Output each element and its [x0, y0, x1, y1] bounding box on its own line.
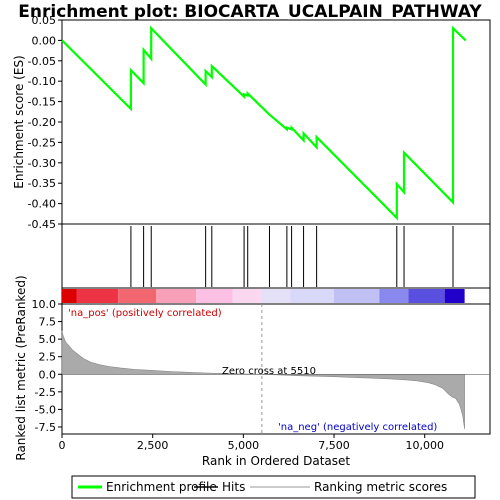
es-y-tick-label: -0.45 [28, 218, 56, 231]
es-y-tick-label: -0.25 [28, 136, 56, 149]
ranking-metric-layer [61, 304, 490, 434]
enrichment-score-panel: 0.05 0.00 -0.05 -0.10 -0.15 -0.20 -0.25 -0.30 -0… [12, 14, 491, 231]
positive-correlation-label: 'na_pos' (positively correlated) [68, 308, 222, 319]
color-bar-segment [156, 289, 197, 303]
legend-label: Enrichment profile [106, 480, 217, 494]
metric-y-tick-label: 5.0 [39, 333, 57, 346]
metric-y-tick-label: 7.5 [39, 316, 57, 329]
color-bar-segment [290, 289, 335, 303]
color-bar-segment [76, 289, 119, 303]
color-bar-segment [334, 289, 380, 303]
metric-axis-label: Ranked list metric (PreRanked) [14, 275, 28, 460]
rank-axis-label: Rank in Ordered Dataset [202, 454, 350, 468]
es-y-tick-label: -0.40 [28, 198, 56, 211]
hits-layer [130, 226, 454, 287]
legend-items: Enrichment profile Hits Ranking metric sco… [78, 480, 447, 494]
es-y-tick-label: -0.35 [28, 177, 56, 190]
color-bar-segment [62, 289, 77, 303]
es-y-tick-label: -0.30 [28, 157, 56, 170]
legend-label: Hits [222, 480, 245, 494]
es-y-tick-label: -0.05 [28, 55, 56, 68]
es-y-tick-label: 0.05 [32, 14, 57, 27]
metric-y-tick-label: -2.5 [35, 386, 56, 399]
enrichment-profile-layer [61, 25, 467, 221]
rank-x-tick-label: 0 [59, 439, 66, 452]
top-panel-frame [61, 19, 491, 225]
color-bar-segments [62, 289, 465, 303]
color-bar-segment [196, 289, 233, 303]
rank-x-tick-label: 10,000 [405, 439, 444, 452]
rank-x-tick-label: 5,000 [228, 439, 260, 452]
hits-panel [61, 223, 491, 289]
es-y-tick-label: -0.10 [28, 75, 56, 88]
rank-x-ticks: 0 2,500 5,000 7,500 10,000 [59, 434, 444, 452]
color-bar-segment [261, 289, 291, 303]
legend: Enrichment profile Hits Ranking metric sco… [71, 475, 476, 499]
ranked-metric-panel: 10.0 7.5 5.0 2.5 0.0 -2.5 -5.0 -7.5 0 2,500 5,000… [14, 275, 491, 468]
enrichment-profile-line [61, 25, 467, 221]
negative-correlation-label: 'na_neg' (negatively correlated) [278, 422, 437, 433]
rank-x-tick-label: 7,500 [318, 439, 350, 452]
chart-title: Enrichment plot: BIOCARTA_UCALPAIN_PATHW… [18, 2, 482, 22]
legend-label: Ranking metric scores [314, 480, 447, 494]
es-y-tick-label: 0.00 [32, 34, 57, 47]
es-y-tick-label: -0.15 [28, 96, 56, 109]
color-bar-segment [444, 289, 465, 303]
color-bar-segment [232, 289, 262, 303]
color-bar-segment [118, 289, 157, 303]
color-bar-segment [408, 289, 445, 303]
es-axis-label: Enrichment score (ES) [12, 55, 26, 188]
metric-y-ticks: 10.0 7.5 5.0 2.5 0.0 -2.5 -5.0 -7.5 [32, 298, 62, 434]
rank-x-tick-label: 2,500 [137, 439, 169, 452]
zero-cross-label: Zero cross at 5510 [222, 366, 316, 377]
color-bar-segment [379, 289, 409, 303]
metric-y-tick-label: 0.0 [39, 368, 57, 381]
ranking-metric-area [61, 330, 465, 430]
metric-y-tick-label: -7.5 [35, 421, 56, 434]
metric-y-tick-label: -5.0 [35, 403, 56, 416]
metric-y-tick-label: 2.5 [39, 351, 57, 364]
ranking-color-bar [61, 287, 491, 305]
hits-panel-frame [61, 223, 491, 289]
metric-y-tick-label: 10.0 [32, 298, 57, 311]
es-y-ticks: 0.05 0.00 -0.05 -0.10 -0.15 -0.20 -0.25 -0.30 -0… [28, 14, 62, 231]
es-y-tick-label: -0.20 [28, 116, 56, 129]
